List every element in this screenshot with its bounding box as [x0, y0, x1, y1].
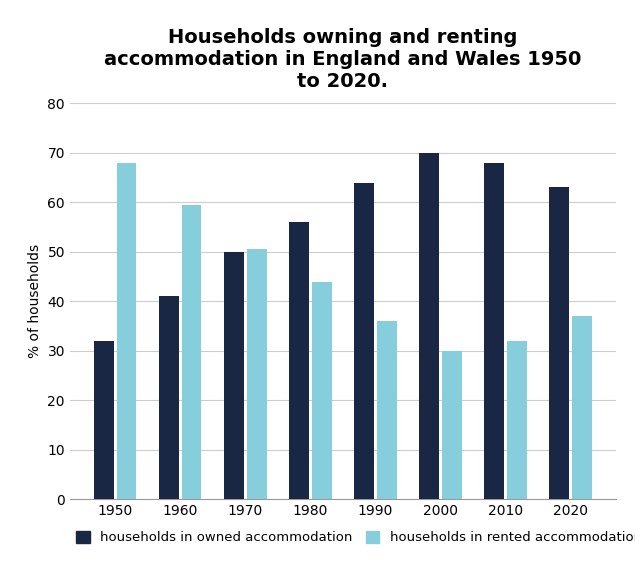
Bar	[419, 153, 439, 499]
Bar	[312, 282, 331, 499]
Bar	[377, 321, 396, 499]
Bar	[247, 249, 267, 499]
Bar	[182, 205, 201, 499]
Bar	[572, 316, 592, 499]
Bar	[117, 163, 137, 499]
Title: Households owning and renting
accommodation in England and Wales 1950
to 2020.: Households owning and renting accommodat…	[104, 28, 582, 91]
Bar	[224, 252, 244, 499]
Bar	[485, 163, 504, 499]
Bar	[442, 351, 462, 499]
Bar	[159, 296, 178, 499]
Y-axis label: % of households: % of households	[28, 245, 42, 358]
Bar	[354, 183, 374, 499]
Legend: households in owned accommodation, households in rented accommodation: households in owned accommodation, house…	[76, 531, 635, 544]
Bar	[549, 188, 569, 499]
Bar	[507, 341, 526, 499]
Bar	[94, 341, 114, 499]
Bar	[290, 222, 309, 499]
